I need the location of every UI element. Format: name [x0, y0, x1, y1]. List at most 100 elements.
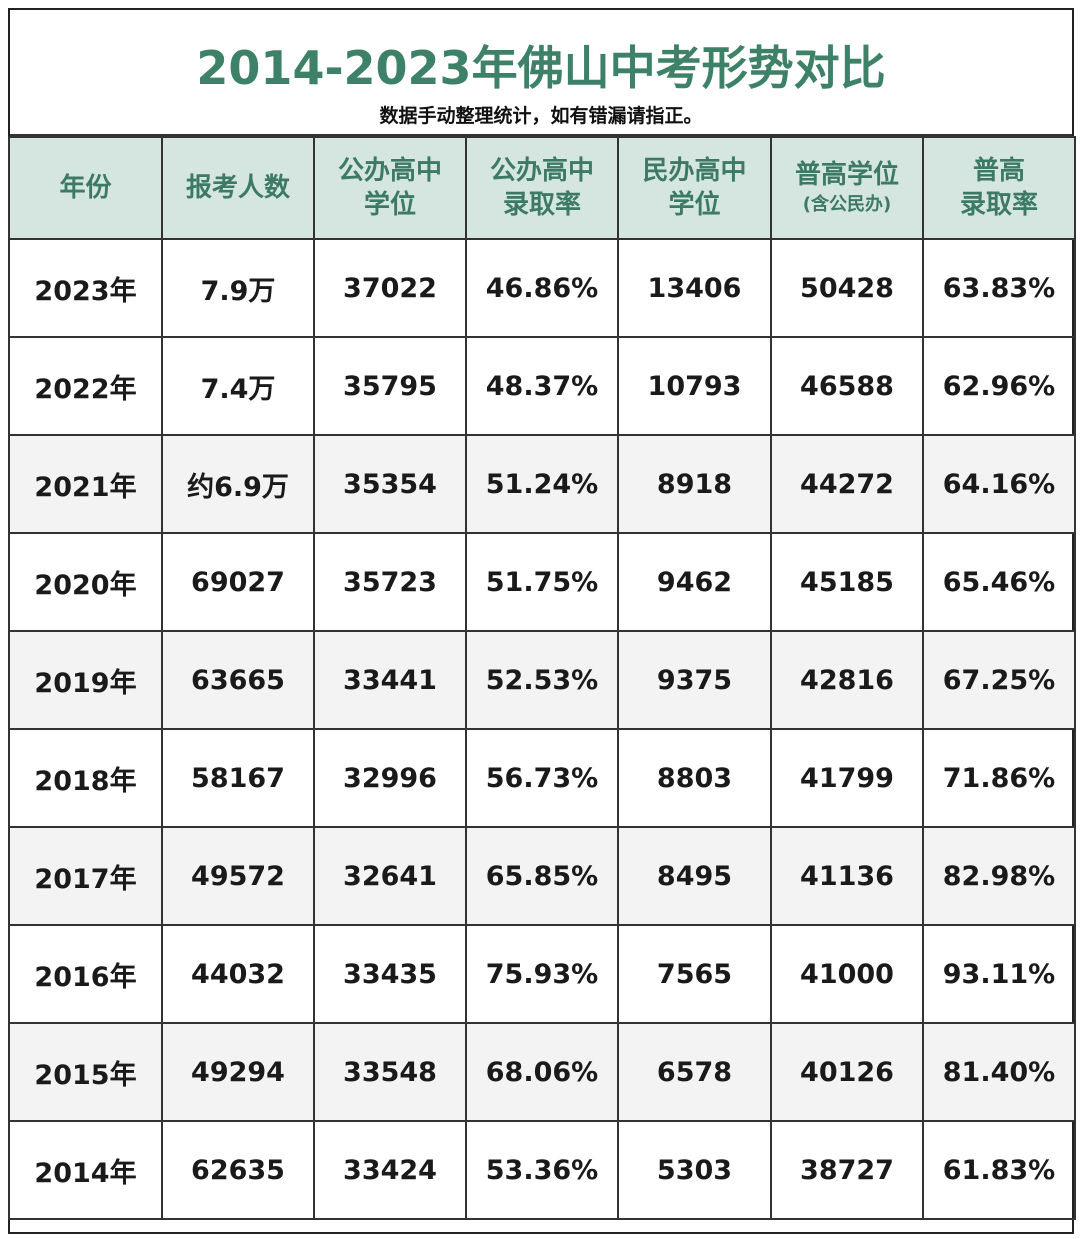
header-total-rate: 普高 录取率 — [922, 136, 1076, 240]
cell-applicants: 58167 — [161, 728, 315, 828]
header-public-seats-line2: 学位 — [363, 190, 416, 220]
cell-public-rate: 46.86% — [465, 238, 619, 338]
cell-year: 2019年 — [8, 630, 163, 730]
cell-private-seats: 6578 — [617, 1022, 772, 1122]
cell-private-seats: 13406 — [617, 238, 772, 338]
cell-applicants: 约6.9万 — [161, 434, 315, 534]
header-public-seats: 公办高中 学位 — [313, 136, 467, 240]
table-row: 2019年 63665 33441 52.53% 9375 42816 67.2… — [8, 630, 1076, 730]
header-applicants-label: 报考人数 — [185, 173, 290, 203]
cell-public-rate: 68.06% — [465, 1022, 619, 1122]
cell-total-rate: 81.40% — [922, 1022, 1076, 1122]
cell-total-seats: 38727 — [770, 1120, 924, 1220]
header-public-rate: 公办高中 录取率 — [465, 136, 619, 240]
cell-total-rate: 67.25% — [922, 630, 1076, 730]
cell-public-seats: 33441 — [313, 630, 467, 730]
cell-year: 2017年 — [8, 826, 163, 926]
title-block: 2014-2023年佛山中考形势对比 数据手动整理统计，如有错漏请指正。 — [10, 10, 1072, 136]
header-row: 年份 报考人数 公办高中 学位 公办高中 录取率 民办高中 学位 — [8, 136, 1076, 240]
cell-applicants: 62635 — [161, 1120, 315, 1220]
cell-public-seats: 35723 — [313, 532, 467, 632]
cell-public-seats: 35795 — [313, 336, 467, 436]
cell-public-rate: 52.53% — [465, 630, 619, 730]
header-public-rate-line1: 公办高中 — [489, 156, 594, 186]
cell-total-seats: 46588 — [770, 336, 924, 436]
header-year-label: 年份 — [59, 173, 112, 203]
cell-private-seats: 7565 — [617, 924, 772, 1024]
header-total-rate-line2: 录取率 — [959, 190, 1038, 220]
cell-public-rate: 51.24% — [465, 434, 619, 534]
table-row: 2021年 约6.9万 35354 51.24% 8918 44272 64.1… — [8, 434, 1076, 534]
cell-public-seats: 35354 — [313, 434, 467, 534]
cell-year: 2022年 — [8, 336, 163, 436]
table-row: 2014年 62635 33424 53.36% 5303 38727 61.8… — [8, 1120, 1076, 1220]
table-row: 2020年 69027 35723 51.75% 9462 45185 65.4… — [8, 532, 1076, 632]
cell-year: 2016年 — [8, 924, 163, 1024]
cell-year: 2021年 — [8, 434, 163, 534]
cell-total-seats: 42816 — [770, 630, 924, 730]
cell-year: 2023年 — [8, 238, 163, 338]
table-row: 2016年 44032 33435 75.93% 7565 41000 93.1… — [8, 924, 1076, 1024]
cell-public-rate: 48.37% — [465, 336, 619, 436]
cell-public-rate: 53.36% — [465, 1120, 619, 1220]
cell-private-seats: 5303 — [617, 1120, 772, 1220]
cell-public-seats: 37022 — [313, 238, 467, 338]
table-row: 2018年 58167 32996 56.73% 8803 41799 71.8… — [8, 728, 1076, 828]
cell-public-rate: 56.73% — [465, 728, 619, 828]
cell-total-seats: 40126 — [770, 1022, 924, 1122]
cell-total-seats: 50428 — [770, 238, 924, 338]
cell-total-rate: 65.46% — [922, 532, 1076, 632]
cell-public-seats: 32996 — [313, 728, 467, 828]
table-row: 2023年 7.9万 37022 46.86% 13406 50428 63.8… — [8, 238, 1076, 338]
table-row: 2022年 7.4万 35795 48.37% 10793 46588 62.9… — [8, 336, 1076, 436]
header-public-seats-line1: 公办高中 — [337, 156, 442, 186]
cell-total-rate: 71.86% — [922, 728, 1076, 828]
cell-applicants: 63665 — [161, 630, 315, 730]
cell-public-rate: 51.75% — [465, 532, 619, 632]
cell-total-rate: 93.11% — [922, 924, 1076, 1024]
cell-year: 2020年 — [8, 532, 163, 632]
page-title: 2014-2023年佛山中考形势对比 — [196, 41, 886, 95]
cell-total-rate: 82.98% — [922, 826, 1076, 926]
data-table: 年份 报考人数 公办高中 学位 公办高中 录取率 民办高中 学位 — [8, 136, 1076, 1220]
header-total-rate-line1: 普高 — [972, 156, 1025, 186]
cell-applicants: 49572 — [161, 826, 315, 926]
cell-public-seats: 33548 — [313, 1022, 467, 1122]
page-subtitle: 数据手动整理统计，如有错漏请指正。 — [379, 105, 703, 127]
cell-total-seats: 44272 — [770, 434, 924, 534]
cell-total-seats: 41136 — [770, 826, 924, 926]
cell-year: 2015年 — [8, 1022, 163, 1122]
cell-public-seats: 32641 — [313, 826, 467, 926]
header-applicants: 报考人数 — [161, 136, 315, 240]
header-private-seats-line1: 民办高中 — [642, 156, 747, 186]
cell-total-rate: 62.96% — [922, 336, 1076, 436]
header-year: 年份 — [8, 136, 163, 240]
cell-year: 2018年 — [8, 728, 163, 828]
cell-total-rate: 64.16% — [922, 434, 1076, 534]
cell-private-seats: 10793 — [617, 336, 772, 436]
header-private-seats-line2: 学位 — [668, 190, 721, 220]
cell-total-seats: 41799 — [770, 728, 924, 828]
header-total-seats: 普高学位 (含公民办) — [770, 136, 924, 240]
cell-private-seats: 8495 — [617, 826, 772, 926]
cell-private-seats: 9375 — [617, 630, 772, 730]
cell-total-seats: 45185 — [770, 532, 924, 632]
cell-total-seats: 41000 — [770, 924, 924, 1024]
cell-applicants: 7.9万 — [161, 238, 315, 338]
header-public-rate-line2: 录取率 — [502, 190, 581, 220]
comparison-sheet: 2014-2023年佛山中考形势对比 数据手动整理统计，如有错漏请指正。 年份 … — [8, 8, 1076, 1234]
cell-public-rate: 65.85% — [465, 826, 619, 926]
header-total-seats-line1: 普高学位 — [794, 160, 899, 190]
cell-public-seats: 33424 — [313, 1120, 467, 1220]
cell-private-seats: 9462 — [617, 532, 772, 632]
cell-public-seats: 33435 — [313, 924, 467, 1024]
cell-applicants: 7.4万 — [161, 336, 315, 436]
table-row: 2015年 49294 33548 68.06% 6578 40126 81.4… — [8, 1022, 1076, 1122]
table-row: 2017年 49572 32641 65.85% 8495 41136 82.9… — [8, 826, 1076, 926]
cell-year: 2014年 — [8, 1120, 163, 1220]
cell-total-rate: 63.83% — [922, 238, 1076, 338]
header-total-seats-line2: (含公民办) — [802, 194, 892, 215]
cell-applicants: 49294 — [161, 1022, 315, 1122]
cell-public-rate: 75.93% — [465, 924, 619, 1024]
cell-total-rate: 61.83% — [922, 1120, 1076, 1220]
